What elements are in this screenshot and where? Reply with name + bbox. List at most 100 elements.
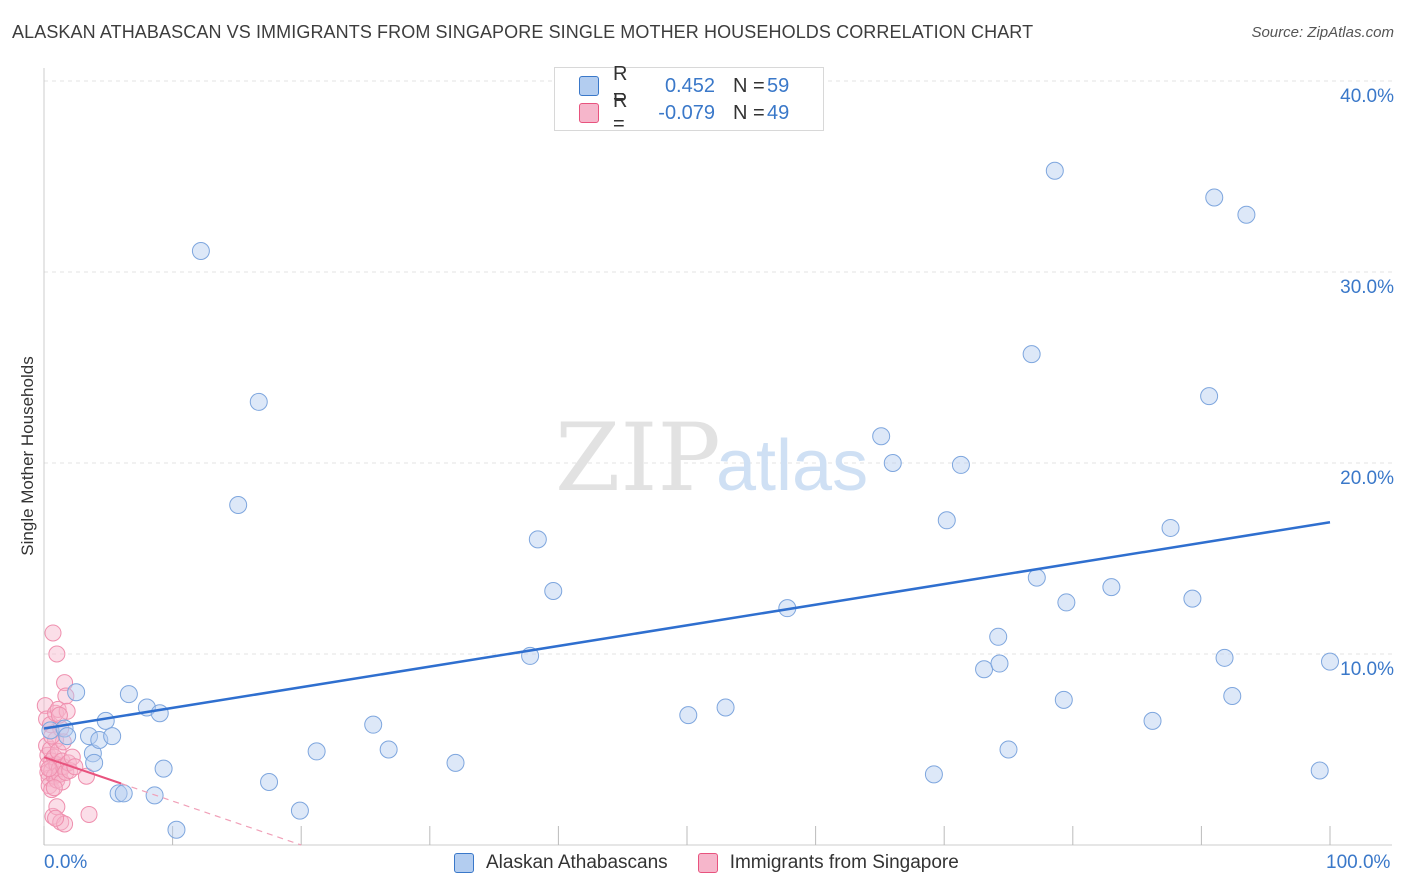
athabascan-point xyxy=(951,455,970,474)
singapore-point xyxy=(58,702,76,720)
athabascan-point xyxy=(679,706,698,725)
y-tick-20: 20.0% xyxy=(1340,468,1394,489)
athabascan-point xyxy=(1310,761,1329,780)
singapore-point xyxy=(80,805,98,823)
athabascan-point xyxy=(883,454,902,472)
athabascan-point xyxy=(260,772,279,791)
athabascan-point xyxy=(1102,578,1121,597)
athabascan-point xyxy=(924,765,943,784)
watermark-atlas: atlas xyxy=(716,426,868,506)
legend-item-athabascan: Alaskan Athabascans xyxy=(454,852,668,874)
x-tick-max: 100.0% xyxy=(1326,852,1391,873)
stats-legend: R = 0.452 N = 59 R = -0.079 N = 49 xyxy=(554,63,824,135)
axes xyxy=(43,68,1392,846)
athabascan-point xyxy=(1215,648,1234,667)
singapore-point xyxy=(47,809,65,827)
athabascan-point xyxy=(109,784,128,803)
legend-item-singapore: Immigrants from Singapore xyxy=(697,852,959,874)
athabascan-point xyxy=(114,784,133,803)
athabascan-point xyxy=(290,801,309,820)
singapore-point xyxy=(48,645,66,663)
athabascan-point xyxy=(1027,568,1046,587)
athabascan-point xyxy=(1045,161,1064,180)
athabascan-point xyxy=(103,727,122,746)
legend-row-singapore: R = -0.079 N = 49 xyxy=(579,90,790,135)
legend-swatch-blue xyxy=(579,76,599,96)
legend-swatch-blue xyxy=(454,853,474,873)
athabascan-point xyxy=(1223,687,1242,706)
athabascan-point xyxy=(150,704,169,723)
watermark: ZIP atlas xyxy=(555,404,868,513)
y-tick-30: 30.0% xyxy=(1340,277,1394,298)
athabascan-point xyxy=(1237,205,1256,224)
athabascan-point xyxy=(528,530,547,549)
athabascan-point xyxy=(1183,589,1202,608)
legend-label-athabascan: Alaskan Athabascans xyxy=(486,852,668,873)
athabascan-point xyxy=(307,742,326,761)
legend-n-value: 59 xyxy=(767,74,790,97)
singapore-point xyxy=(40,760,58,778)
legend-row-athabascan: R = 0.452 N = 59 xyxy=(579,63,790,108)
singapore-point xyxy=(45,779,63,797)
singapore-point xyxy=(63,748,81,766)
legend-label-singapore: Immigrants from Singapore xyxy=(729,852,959,873)
grid-lines xyxy=(44,80,1392,655)
legend-swatch-pink xyxy=(697,853,718,873)
athabascan-point xyxy=(872,427,891,446)
athabascan-trend-line xyxy=(43,520,1331,730)
athabascan-point xyxy=(1200,387,1219,406)
athabascan-point xyxy=(1205,188,1224,207)
athabascan-point xyxy=(80,727,99,746)
athabascan-point xyxy=(1054,690,1073,709)
athabascan-point xyxy=(191,241,210,260)
athabascan-point xyxy=(167,820,186,839)
singapore-point xyxy=(50,706,68,724)
athabascan-point xyxy=(544,581,563,600)
athabascan-point xyxy=(990,654,1009,673)
athabascan-point xyxy=(96,711,115,730)
singapore-trend-extension xyxy=(120,782,302,846)
athabascan-point xyxy=(249,392,268,411)
athabascan-point xyxy=(119,685,138,704)
legend-r-value: 0.452 xyxy=(664,74,715,97)
athabascan-point xyxy=(1321,652,1339,671)
athabascan-point xyxy=(999,740,1018,759)
athabascan-point xyxy=(379,740,398,759)
legend-n-label: N = xyxy=(733,101,765,124)
y-tick-40: 40.0% xyxy=(1340,86,1394,107)
watermark-zip: ZIP xyxy=(555,404,721,513)
trend-lines xyxy=(43,520,1331,846)
athabascan-point xyxy=(58,727,77,746)
legend-r-label: R = xyxy=(613,90,628,135)
singapore-point xyxy=(56,674,74,692)
x-tick-min: 0.0% xyxy=(44,852,88,873)
series-legend: Alaskan Athabascans Immigrants from Sing… xyxy=(454,852,989,874)
y-tick-10: 10.0% xyxy=(1340,659,1394,680)
series-athabascan-points xyxy=(41,161,1339,839)
athabascan-point xyxy=(989,627,1008,646)
athabascan-point xyxy=(716,698,735,717)
legend-r-label: R = xyxy=(613,63,628,108)
chart-title: ALASKAN ATHABASCAN VS IMMIGRANTS FROM SI… xyxy=(12,22,1034,42)
athabascan-point xyxy=(154,759,173,778)
athabascan-point xyxy=(446,753,465,772)
athabascan-point xyxy=(1161,518,1180,537)
singapore-point xyxy=(44,624,62,642)
athabascan-point xyxy=(85,753,104,772)
athabascan-point xyxy=(1057,593,1076,612)
athabascan-point xyxy=(975,660,994,679)
legend-n-label: N = xyxy=(733,74,765,97)
athabascan-point xyxy=(1022,345,1041,364)
y-axis-label: Single Mother Households xyxy=(18,356,37,556)
singapore-point xyxy=(57,687,75,705)
athabascan-point xyxy=(229,496,248,515)
legend-n-value: 49 xyxy=(767,101,790,124)
legend-swatch-pink xyxy=(579,103,599,123)
singapore-point xyxy=(56,815,74,833)
athabascan-point xyxy=(1143,711,1162,730)
singapore-trend-line xyxy=(43,756,122,785)
source-label: Source: ZipAtlas.com xyxy=(1251,24,1394,41)
athabascan-point xyxy=(937,511,956,530)
legend-r-value: -0.079 xyxy=(658,101,715,124)
